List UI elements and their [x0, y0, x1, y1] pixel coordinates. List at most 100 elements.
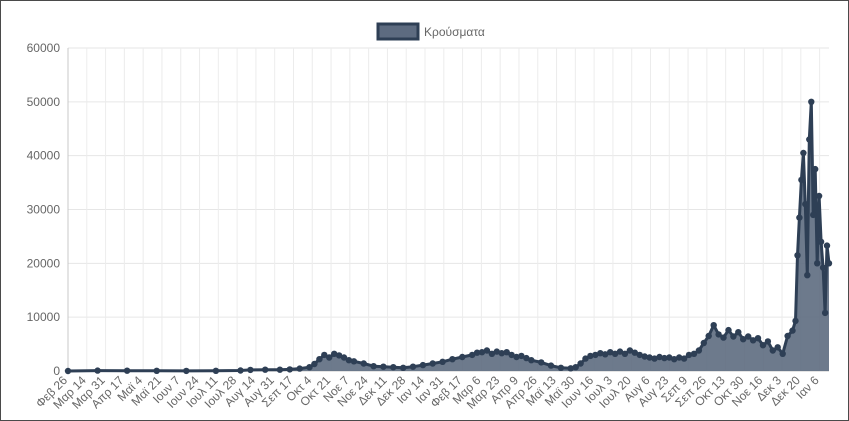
data-point[interactable] — [538, 359, 545, 366]
data-point[interactable] — [759, 342, 767, 349]
data-point[interactable] — [779, 350, 786, 357]
data-point[interactable] — [607, 349, 614, 356]
data-point[interactable] — [725, 326, 732, 334]
data-point[interactable] — [473, 349, 481, 356]
data-point[interactable] — [812, 165, 819, 173]
data-point[interactable] — [597, 350, 604, 357]
data-point[interactable] — [626, 347, 634, 354]
data-point[interactable] — [237, 367, 244, 374]
data-point[interactable] — [370, 363, 377, 370]
data-point[interactable] — [705, 332, 712, 340]
data-point[interactable] — [745, 333, 752, 340]
data-point[interactable] — [577, 360, 584, 367]
data-point[interactable] — [409, 363, 417, 370]
data-point[interactable] — [503, 349, 510, 356]
data-point[interactable] — [276, 366, 284, 373]
data-point[interactable] — [335, 352, 343, 359]
data-point[interactable] — [567, 365, 574, 372]
data-point[interactable] — [754, 335, 762, 342]
data-point[interactable] — [483, 347, 491, 354]
data-point[interactable] — [817, 238, 825, 245]
data-point[interactable] — [825, 260, 833, 267]
data-point[interactable] — [720, 334, 727, 341]
data-point[interactable] — [631, 349, 638, 356]
data-point[interactable] — [286, 366, 293, 373]
data-point[interactable] — [796, 214, 803, 221]
data-point[interactable] — [547, 362, 555, 369]
data-point[interactable] — [321, 351, 328, 359]
data-point[interactable] — [360, 360, 367, 367]
data-point[interactable] — [587, 352, 594, 360]
data-point[interactable] — [350, 358, 358, 365]
data-point[interactable] — [806, 136, 813, 143]
data-point[interactable] — [646, 354, 653, 361]
data-point[interactable] — [636, 351, 643, 359]
data-point[interactable] — [183, 367, 190, 375]
data-point[interactable] — [641, 353, 648, 360]
legend[interactable]: Κρούσματα — [376, 22, 485, 41]
data-point[interactable] — [306, 364, 313, 371]
data-point[interactable] — [123, 367, 131, 374]
data-point[interactable] — [429, 360, 436, 367]
data-point[interactable] — [621, 350, 629, 357]
data-point[interactable] — [419, 361, 427, 369]
data-point[interactable] — [823, 242, 831, 249]
data-point[interactable] — [572, 364, 579, 371]
data-point[interactable] — [331, 350, 338, 357]
data-point[interactable] — [710, 322, 717, 329]
data-point[interactable] — [469, 351, 476, 359]
data-point[interactable] — [311, 360, 318, 368]
data-point[interactable] — [616, 348, 624, 355]
data-point[interactable] — [528, 357, 535, 364]
data-point[interactable] — [449, 356, 456, 363]
data-point[interactable] — [666, 354, 673, 361]
data-point[interactable] — [493, 348, 500, 355]
data-point[interactable] — [792, 317, 799, 325]
data-point[interactable] — [518, 352, 525, 360]
legend-label[interactable]: Κρούσματα — [424, 25, 485, 39]
data-point[interactable] — [680, 355, 688, 362]
data-point[interactable] — [690, 350, 698, 357]
data-point[interactable] — [810, 211, 817, 219]
data-point[interactable] — [774, 344, 781, 351]
data-point[interactable] — [819, 264, 827, 271]
data-point[interactable] — [815, 192, 823, 200]
data-point[interactable] — [508, 351, 515, 359]
data-point[interactable] — [764, 338, 772, 345]
data-point[interactable] — [784, 332, 791, 340]
data-point[interactable] — [789, 327, 796, 334]
data-point[interactable] — [488, 350, 496, 357]
data-point[interactable] — [769, 347, 776, 354]
data-point[interactable] — [582, 355, 589, 362]
data-point[interactable] — [557, 364, 565, 371]
data-point[interactable] — [439, 358, 446, 365]
data-point[interactable] — [802, 200, 809, 208]
data-point[interactable] — [478, 349, 486, 356]
legend-swatch[interactable] — [376, 22, 420, 41]
data-point[interactable] — [740, 336, 747, 343]
data-point[interactable] — [602, 351, 609, 358]
data-point[interactable] — [498, 350, 505, 357]
data-point[interactable] — [459, 353, 466, 361]
data-point[interactable] — [794, 252, 801, 259]
data-point[interactable] — [671, 356, 678, 363]
data-point[interactable] — [64, 367, 72, 375]
data-point[interactable] — [326, 354, 333, 361]
data-point[interactable] — [651, 355, 658, 362]
data-point[interactable] — [700, 339, 707, 347]
data-point[interactable] — [523, 354, 530, 362]
data-point[interactable] — [212, 367, 220, 374]
data-point[interactable] — [153, 367, 160, 374]
data-point[interactable] — [695, 347, 703, 354]
data-point[interactable] — [676, 354, 683, 361]
data-point[interactable] — [661, 354, 668, 362]
data-point[interactable] — [735, 329, 742, 336]
data-point[interactable] — [262, 366, 269, 373]
data-point[interactable] — [316, 356, 323, 363]
data-point[interactable] — [94, 367, 101, 374]
data-point[interactable] — [749, 337, 757, 344]
data-point[interactable] — [340, 354, 348, 361]
data-point[interactable] — [798, 176, 805, 184]
data-point[interactable] — [400, 364, 407, 371]
data-point[interactable] — [814, 260, 821, 267]
